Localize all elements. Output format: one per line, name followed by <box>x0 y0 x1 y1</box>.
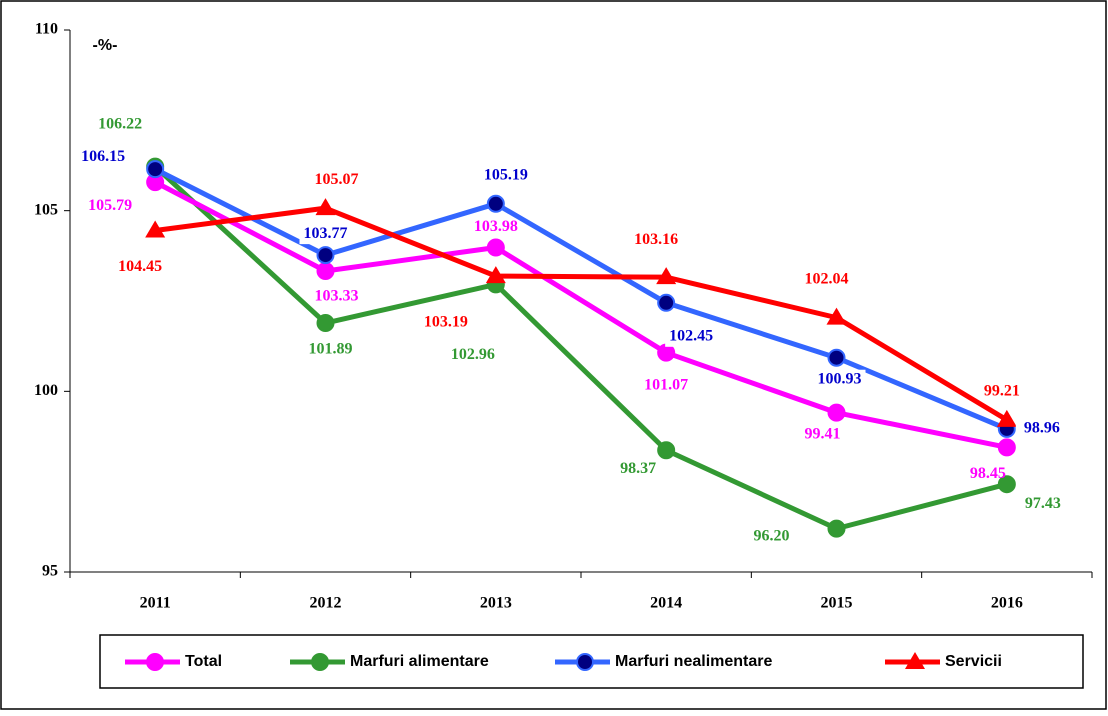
data-label: 98.37 <box>620 460 656 477</box>
legend-label: Total <box>185 653 222 670</box>
data-point <box>827 403 846 422</box>
data-label: 103.16 <box>634 231 678 248</box>
label-bg <box>479 165 532 186</box>
unit-label: -%- <box>93 37 118 54</box>
x-tick-label: 2013 <box>480 595 512 612</box>
data-point <box>997 438 1016 457</box>
data-label: 105.07 <box>315 171 359 188</box>
x-tick-label: 2011 <box>140 595 171 612</box>
data-label: 106.22 <box>98 115 142 132</box>
legend-label: Marfuri nealimentare <box>615 653 772 670</box>
legend-marker <box>905 652 925 669</box>
data-point <box>656 267 677 285</box>
data-label: 103.33 <box>315 288 359 305</box>
label-bg <box>299 224 352 245</box>
data-point <box>657 441 676 460</box>
legend-marker <box>146 653 164 671</box>
data-point <box>316 262 335 281</box>
data-label: 97.43 <box>1025 495 1061 512</box>
label-bg <box>1015 418 1068 439</box>
data-label: 103.98 <box>474 218 518 235</box>
data-label: 98.45 <box>970 465 1006 482</box>
data-label: 102.04 <box>805 270 849 287</box>
data-label: 102.96 <box>451 346 495 363</box>
data-label: 96.20 <box>754 527 790 544</box>
legend-label: Marfuri alimentare <box>350 653 489 670</box>
data-label: 105.79 <box>88 197 132 214</box>
data-label: 104.45 <box>118 258 162 275</box>
series-line <box>154 205 1009 423</box>
x-tick-label: 2014 <box>650 595 682 612</box>
legend-marker <box>311 653 329 671</box>
y-tick-label: 95 <box>42 563 58 580</box>
data-label: 105.19 <box>484 166 528 183</box>
x-tick-label: 2015 <box>821 595 853 612</box>
series-line <box>154 179 1008 450</box>
data-point <box>657 343 676 362</box>
legend-marker <box>576 653 594 671</box>
y-tick-label: 100 <box>34 382 58 399</box>
label-bg <box>665 326 718 347</box>
data-point <box>485 266 506 284</box>
label-bg <box>77 147 130 168</box>
legend-label: Servicii <box>945 653 1002 670</box>
x-tick-label: 2016 <box>991 595 1023 612</box>
data-point <box>996 409 1017 427</box>
data-point <box>826 307 847 325</box>
data-point <box>486 194 505 213</box>
data-point <box>316 246 335 265</box>
data-label: 101.07 <box>644 376 688 393</box>
data-label: 102.45 <box>669 327 713 344</box>
data-point <box>146 160 165 179</box>
data-label: 99.21 <box>984 383 1020 400</box>
x-tick-label: 2012 <box>310 595 342 612</box>
series-line <box>153 164 1008 532</box>
data-label: 100.93 <box>818 370 862 387</box>
data-point <box>486 238 505 257</box>
series-line <box>154 166 1008 432</box>
data-label: 103.77 <box>304 225 348 242</box>
data-point <box>657 293 676 312</box>
y-tick-label: 110 <box>35 21 58 38</box>
data-point <box>316 314 335 333</box>
data-label: 98.96 <box>1024 420 1060 437</box>
data-point <box>827 519 846 538</box>
data-point <box>827 348 846 367</box>
y-tick-label: 105 <box>34 201 58 218</box>
data-label: 103.19 <box>424 314 468 331</box>
data-label: 106.15 <box>81 148 125 165</box>
data-point <box>997 475 1016 494</box>
data-label: 101.89 <box>309 341 353 358</box>
data-label: 99.41 <box>805 425 841 442</box>
data-point <box>145 220 166 238</box>
label-bg <box>813 369 866 390</box>
data-point <box>315 198 336 216</box>
